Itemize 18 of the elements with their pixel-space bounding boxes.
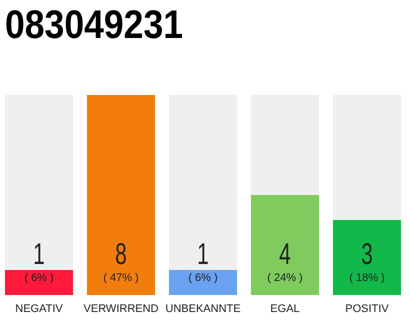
data-label: 8 xyxy=(115,238,127,271)
data-label: 3 xyxy=(361,238,373,271)
bar xyxy=(168,270,238,295)
x-tick-label: EGAL xyxy=(270,303,300,315)
x-tick-label: NEGATIV xyxy=(15,303,64,315)
annotation: ( 6% ) xyxy=(24,272,54,284)
annotation: ( 18% ) xyxy=(349,272,385,284)
annotation: ( 47% ) xyxy=(103,272,139,284)
x-tick-label: VERWIRREND xyxy=(84,303,159,315)
bar xyxy=(5,270,74,295)
data-label: 1 xyxy=(33,238,45,271)
chart-title: 083049231 xyxy=(5,3,206,47)
x-tick-label: POSITIV xyxy=(345,303,390,315)
annotation: ( 6% ) xyxy=(188,272,218,284)
annotation: ( 24% ) xyxy=(267,272,303,284)
x-tick-label: UNBEKANNTE xyxy=(165,303,241,315)
data-label: 4 xyxy=(279,238,291,271)
data-label: 1 xyxy=(197,238,209,271)
